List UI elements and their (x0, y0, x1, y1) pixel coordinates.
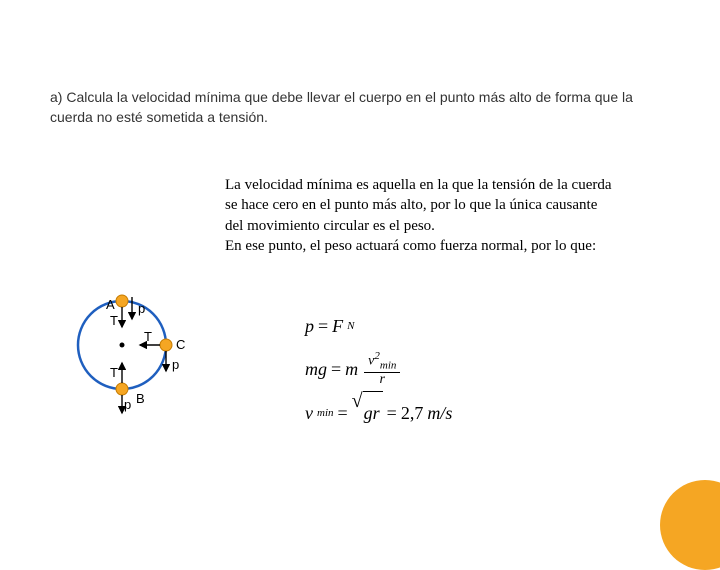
label-a-t: T (110, 313, 118, 328)
eq3-rad: gr (363, 391, 383, 435)
explanation-line: La velocidad mínima es aquella en la que… (225, 175, 670, 195)
center-dot (120, 343, 125, 348)
equation-2: mg = m v2min r (305, 348, 452, 391)
point-a (116, 295, 128, 307)
point-c (160, 339, 172, 351)
eq3-value: 2,7 (401, 392, 424, 435)
explanation-line: del movimiento circular es el peso. (225, 216, 670, 236)
label-a-p: p (138, 301, 145, 316)
label-b-t: T (110, 365, 118, 380)
eq1-rhs-sub: N (347, 313, 354, 339)
eq1-rhs-var: F (332, 305, 343, 348)
label-b-p: p (124, 397, 131, 412)
label-a: A (106, 297, 115, 312)
label-c-p: p (172, 357, 179, 372)
eq1-lhs: p (305, 305, 314, 348)
eq2-den: r (376, 373, 389, 388)
corner-decoration (660, 480, 720, 570)
label-c-t: T (144, 329, 152, 344)
equations-block: p = FN mg = m v2min r vmin = √gr = 2,7 m… (305, 305, 452, 436)
eq3-lhs-var: v (305, 392, 313, 435)
eq3-unit: m/s (427, 392, 452, 435)
question-text: a) Calcula la velocidad mínima que debe … (50, 88, 660, 127)
label-b: B (136, 391, 145, 406)
circular-motion-diagram: A T p C T p B T p (60, 275, 200, 425)
eq2-num-sub: min (380, 360, 397, 372)
eq2-prefix: m (345, 348, 358, 391)
eq2-lhs: mg (305, 348, 327, 391)
equation-1: p = FN (305, 305, 452, 348)
explanation-line: En ese punto, el peso actuará como fuerz… (225, 236, 670, 256)
explanation-line: se hace cero en el punto más alto, por l… (225, 195, 670, 215)
label-c: C (176, 337, 185, 352)
point-b (116, 383, 128, 395)
eq3-lhs-sub: min (317, 400, 334, 426)
explanation-block: La velocidad mínima es aquella en la que… (225, 175, 670, 256)
equation-3: vmin = √gr = 2,7 m/s (305, 391, 452, 435)
